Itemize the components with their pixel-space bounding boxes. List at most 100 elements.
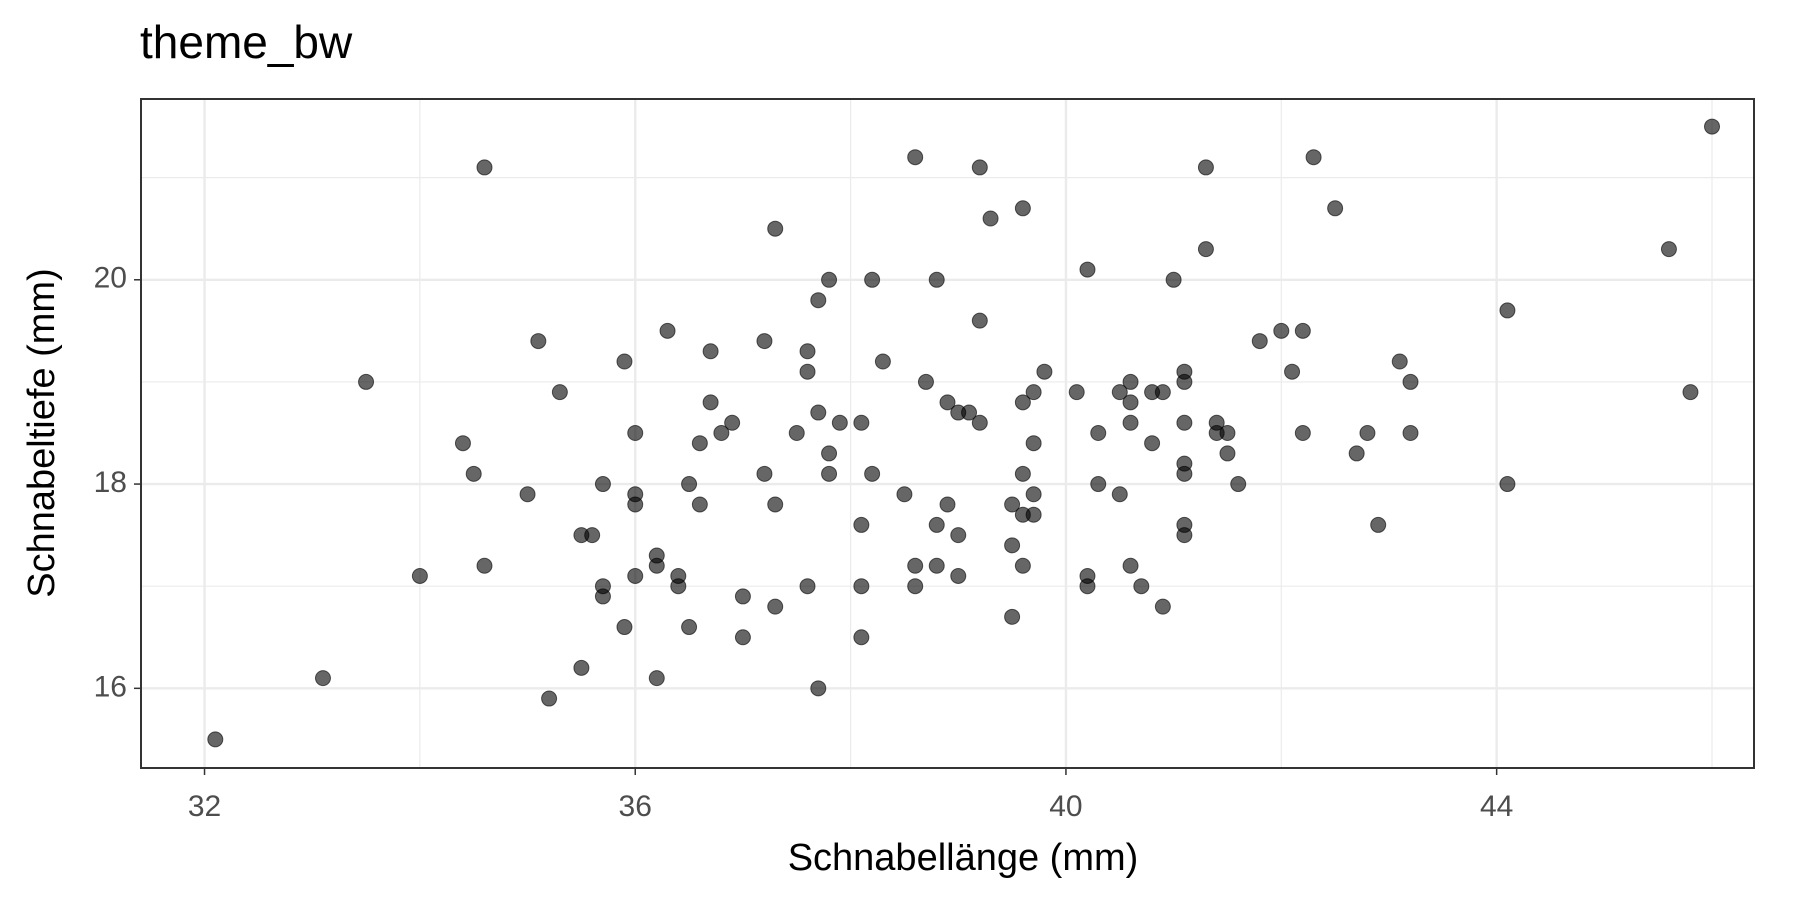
point [530,333,547,350]
point [767,598,784,615]
point [907,557,924,574]
point [1704,118,1721,135]
point [1499,476,1516,493]
point [476,557,493,574]
point [734,588,751,605]
point [1176,527,1193,544]
point [1251,333,1268,350]
point [1391,353,1408,370]
point [756,465,773,482]
point [734,629,751,646]
point [519,486,536,503]
point [1122,414,1139,431]
point [821,445,838,462]
point [907,578,924,595]
point [1079,578,1096,595]
point [928,271,945,288]
point [659,322,676,339]
point [411,567,428,584]
point [1348,445,1365,462]
point [939,496,956,513]
point [1294,322,1311,339]
point [950,567,967,584]
point [799,578,816,595]
point [1004,608,1021,625]
point [853,629,870,646]
point [810,292,827,309]
chart-title: theme_bw [140,16,353,68]
point [648,557,665,574]
point [358,373,375,390]
point [971,414,988,431]
y-axis-title: Schnabeltiefe (mm) [21,268,63,597]
point [1014,557,1031,574]
point [1025,486,1042,503]
point [821,271,838,288]
point [1079,261,1096,278]
point [928,557,945,574]
y-tick-label: 18 [94,466,127,499]
point [1122,373,1139,390]
point [1499,302,1516,319]
point [961,404,978,421]
point [1122,394,1139,411]
point [1359,424,1376,441]
point [864,465,881,482]
point [1111,486,1128,503]
point [853,516,870,533]
point [1176,373,1193,390]
point [702,394,719,411]
point [648,670,665,687]
point [1025,506,1042,523]
point [853,414,870,431]
point [1219,445,1236,462]
point [1305,149,1322,166]
point [1090,424,1107,441]
point [594,476,611,493]
point [702,343,719,360]
x-tick-label: 40 [1049,790,1082,823]
point [1197,241,1214,258]
point [821,465,838,482]
point [1068,384,1085,401]
y-tick-label: 16 [94,670,127,703]
point [799,363,816,380]
point [627,424,644,441]
point [1402,373,1419,390]
point [1154,598,1171,615]
point [691,435,708,452]
point [1144,435,1161,452]
point [1090,476,1107,493]
point [853,578,870,595]
point [616,353,633,370]
point [1025,384,1042,401]
point [950,527,967,544]
point [1370,516,1387,533]
point [1294,424,1311,441]
point [1133,578,1150,595]
point [1036,363,1053,380]
point [1014,465,1031,482]
point [1327,200,1344,217]
point [681,619,698,636]
x-tick-label: 36 [619,790,652,823]
panel-border [140,98,1755,769]
point [971,159,988,176]
point [939,394,956,411]
x-tick-label: 44 [1480,790,1513,823]
point [1025,435,1042,452]
point [767,220,784,237]
point [1176,414,1193,431]
point [982,210,999,227]
point [1284,363,1301,380]
point [1154,384,1171,401]
point [810,404,827,421]
point [1660,241,1677,258]
point [573,659,590,676]
point [541,690,558,707]
point [724,414,741,431]
point [767,496,784,513]
point [1004,537,1021,554]
point [691,496,708,513]
